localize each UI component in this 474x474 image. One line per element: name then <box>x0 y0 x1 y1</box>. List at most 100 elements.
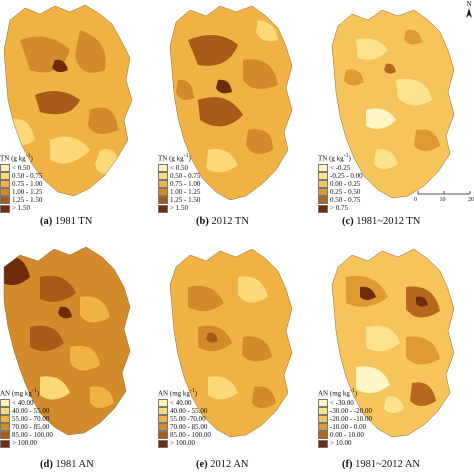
legend-item: -30.00 - -20.00 <box>318 407 372 415</box>
legend-item: 0.75 - 1.00 <box>158 180 200 188</box>
legend-item: -0.25 - 0.00 <box>318 172 363 180</box>
legend-swatch <box>0 398 10 407</box>
legend-swatch <box>0 204 10 213</box>
legend-swatch <box>318 431 328 440</box>
map-f <box>331 248 455 438</box>
legend-swatch <box>0 431 10 440</box>
legend-item: 55.00 -70.00 <box>158 415 211 423</box>
panel-a: TN (g kg-1) < 0.50 0.50 - 0.75 0.75 - 1.… <box>0 0 158 237</box>
legend-title-f: AN (mg kg-1) <box>318 388 358 398</box>
legend-item: 0.00 - 10.00 <box>318 431 372 440</box>
legend-item: 0.50 - 0.75 <box>158 172 200 180</box>
legend-swatch <box>318 196 328 205</box>
legend-swatch <box>158 398 168 407</box>
legend-item: 1.00 - 1.25 <box>158 188 200 197</box>
panel-f: AN (mg kg-1) < -30.00 -30.00 - -20.00 -2… <box>316 237 474 474</box>
legend-item: 0.50 - 0.75 <box>318 196 363 205</box>
legend-swatch <box>158 171 168 180</box>
legend-swatch <box>158 439 168 448</box>
scale-labels: 0 10 20 <box>414 196 474 204</box>
scale-bar-icon <box>417 191 471 195</box>
legend-item: 70.00 - 85.00 <box>0 423 53 432</box>
legend-swatch <box>0 196 10 205</box>
legend-item: > 1.50 <box>158 204 200 213</box>
legend-swatch <box>0 439 10 448</box>
legend-item: -20.00 - -10.00 <box>318 415 372 423</box>
legend-item: > 100.00 <box>158 439 211 448</box>
caption-d: (d) 1981 AN <box>40 459 94 470</box>
legend-item: < 0.50 <box>158 164 200 172</box>
legend-item: 0.25 - 0.50 <box>318 188 363 197</box>
map-d <box>3 246 131 436</box>
legend-title-c: TN (g kg-1) <box>318 153 351 163</box>
legend-item: < -0.25 <box>318 164 363 172</box>
scale-label: 10 <box>439 197 446 203</box>
legend-swatch <box>318 406 328 415</box>
legend-title-a: TN (g kg-1) <box>0 153 33 163</box>
legend-swatch <box>0 406 10 415</box>
panel-b: TN (g kg-1) < 0.50 0.50 - 0.75 0.75 - 1.… <box>158 0 316 237</box>
legend-item: < -30.00 <box>318 399 372 407</box>
map-a <box>3 4 133 197</box>
legend-item: 0.75 - 1.00 <box>0 180 42 188</box>
legend-swatch <box>318 163 328 172</box>
map-e <box>169 248 293 438</box>
legend-swatch <box>158 188 168 197</box>
legend-swatch <box>158 406 168 415</box>
legend-swatch <box>158 431 168 440</box>
legend-item: < 40.00 <box>0 399 53 407</box>
legend-item: 85.00 - 100.00 <box>0 431 53 440</box>
scale-label: 0 <box>414 197 417 203</box>
legend-item: 55.00 - 70.00 <box>0 415 53 423</box>
caption-f: (f) 1981~2012 AN <box>342 459 421 470</box>
legend-item: 85.00 - 100.00 <box>158 431 211 440</box>
panel-d: AN (mg kg-1) < 40.00 40.00 - 55.00 55.00… <box>0 237 158 474</box>
legend-item: < 40.00 <box>158 399 211 407</box>
legend-swatch <box>0 163 10 172</box>
legend-swatch <box>158 423 168 432</box>
legend-swatch <box>158 204 168 213</box>
legend-swatch <box>318 180 328 188</box>
legend-swatch <box>158 196 168 205</box>
legend-swatch <box>0 180 10 188</box>
legend-swatch <box>0 423 10 432</box>
legend-title-b: TN (g kg-1) <box>158 153 191 163</box>
legend-item: 40.00 - 55.00 <box>158 407 211 415</box>
legend-swatch <box>158 163 168 172</box>
panel-e: AN (mg kg-1) < 40.00 40.00 - 55.00 55.00… <box>158 237 316 474</box>
legend-swatch <box>318 188 328 197</box>
legend-swatch <box>0 171 10 180</box>
legend-swatch <box>318 171 328 180</box>
legend-title-d: AN (mg kg-1) <box>0 388 40 398</box>
panel-c: N 0 10 20 TN (g kg-1) < -0.25 -0.25 - 0.… <box>316 0 474 237</box>
legend-d: AN (mg kg-1) < 40.00 40.00 - 55.00 55.00… <box>0 387 53 448</box>
legend-item: 0.50 - 0.75 <box>0 172 42 180</box>
legend-swatch <box>158 180 168 188</box>
legend-item: 0.00 - 0.25 <box>318 180 363 188</box>
north-arrow-icon <box>466 8 472 18</box>
legend-item: > 100.00 <box>0 439 53 448</box>
legend-item: 1.25 - 1.50 <box>158 196 200 205</box>
legend-item: > 0.75 <box>318 204 363 213</box>
caption-b: (b) 2012 TN <box>196 216 249 227</box>
legend-item: > 1.50 <box>0 204 42 213</box>
legend-swatch <box>318 439 328 448</box>
legend-e: AN (mg kg-1) < 40.00 40.00 - 55.00 55.00… <box>158 387 211 448</box>
legend-title-e: AN (mg kg-1) <box>158 388 198 398</box>
legend-swatch <box>318 204 328 213</box>
legend-a: TN (g kg-1) < 0.50 0.50 - 0.75 0.75 - 1.… <box>0 152 42 213</box>
legend-item: 1.25 - 1.50 <box>0 196 42 205</box>
legend-item: 1.00 - 1.25 <box>0 188 42 197</box>
scale-label: 20 <box>468 197 474 203</box>
map-b <box>169 5 293 201</box>
caption-e: (e) 2012 AN <box>196 459 249 470</box>
legend-item: -10.00 - 0.00 <box>318 423 372 432</box>
legend-c: TN (g kg-1) < -0.25 -0.25 - 0.00 0.00 - … <box>318 152 363 213</box>
legend-item: > 10.00 <box>318 439 372 448</box>
legend-item: < 0.50 <box>0 164 42 172</box>
map-c <box>331 9 455 199</box>
legend-item: 40.00 - 55.00 <box>0 407 53 415</box>
legend-swatch <box>158 415 168 423</box>
caption-a: (a) 1981 TN <box>40 216 93 227</box>
legend-swatch <box>318 415 328 423</box>
